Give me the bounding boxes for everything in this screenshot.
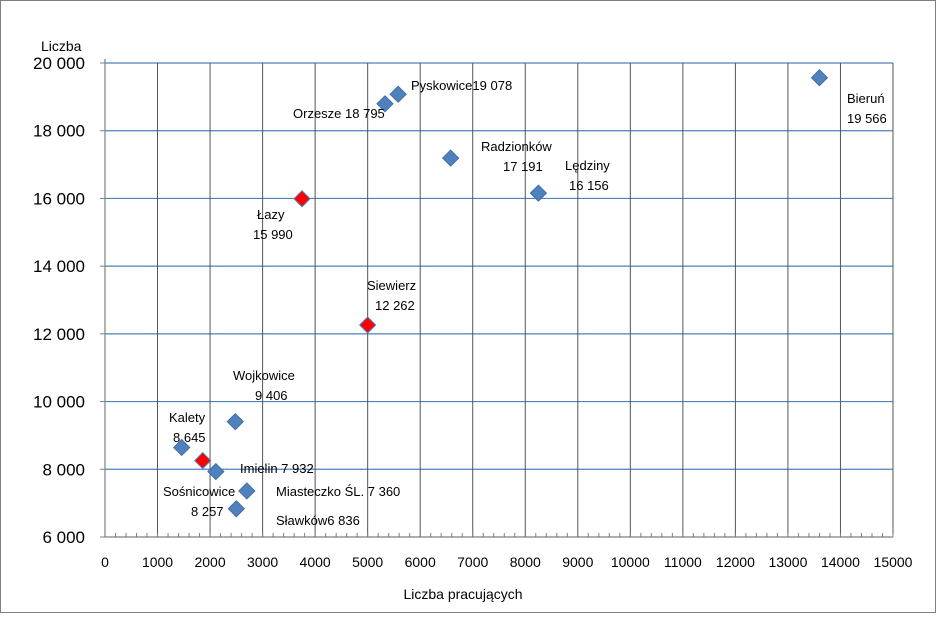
data-label: 8 645 xyxy=(173,430,206,445)
data-label: 15 990 xyxy=(253,227,293,242)
data-label: 8 257 xyxy=(191,504,224,519)
x-tick-label: 10000 xyxy=(611,554,650,570)
y-tick-label: 12 000 xyxy=(33,325,85,344)
data-label: Kalety xyxy=(169,410,206,425)
data-point-pyskowice xyxy=(389,85,407,103)
data-point-kalety xyxy=(172,438,191,457)
data-point-siewierz xyxy=(358,316,377,334)
y-tick-label: 16 000 xyxy=(33,189,85,208)
data-label: Wojkowice xyxy=(233,368,295,383)
x-tick-label: 2000 xyxy=(194,554,225,570)
data-point-lędziny xyxy=(529,184,548,202)
y-tick-label: 8 000 xyxy=(42,460,85,479)
data-label: Siewierz xyxy=(367,278,416,293)
x-tick-label: 6000 xyxy=(405,554,436,570)
data-points xyxy=(172,68,829,518)
x-tick-label: 13000 xyxy=(768,554,807,570)
data-point-miasteczko-śl- xyxy=(238,482,256,500)
y-tick-label: 18 000 xyxy=(33,122,85,141)
data-label: 16 156 xyxy=(569,178,609,193)
data-label: Lędziny xyxy=(565,158,610,173)
x-tick-label: 8000 xyxy=(510,554,541,570)
data-label: Bieruń xyxy=(847,91,885,106)
data-point-sławków xyxy=(227,499,246,518)
x-tick-label: 14000 xyxy=(821,554,860,570)
data-label: 12 262 xyxy=(375,298,415,313)
data-label: Imielin 7 932 xyxy=(240,461,314,476)
data-label: Pyskowice19 078 xyxy=(411,78,512,93)
point-labels: Bieruń 19 566 Pyskowice19 078 Orzesze 18 79… xyxy=(163,78,887,528)
data-point-radzionków xyxy=(441,149,460,167)
data-label: 17 191 xyxy=(503,159,543,174)
data-label: Miasteczko ŚL. 7 360 xyxy=(276,484,400,499)
x-tick-label: 3000 xyxy=(247,554,278,570)
data-label: Łazy xyxy=(257,207,285,222)
grid xyxy=(105,62,894,537)
x-tick-label: 4000 xyxy=(300,554,331,570)
x-tick-label: 7000 xyxy=(457,554,488,570)
y-tick-labels: 6 000 8 000 10 000 12 000 14 000 16 000 18 000… xyxy=(33,54,85,547)
x-tick-label: 9000 xyxy=(562,554,593,570)
data-point-wojkowice xyxy=(226,412,244,431)
data-point-sośnicowice xyxy=(194,451,212,470)
data-point-imielin xyxy=(207,462,225,481)
y-tick-label: 10 000 xyxy=(33,393,85,412)
axes xyxy=(100,59,894,538)
y-tick-label: 6 000 xyxy=(42,528,85,547)
data-point-orzesze xyxy=(376,95,394,113)
y-tick-label: 14 000 xyxy=(33,257,85,276)
x-axis-label: Liczba pracujących xyxy=(403,586,522,602)
data-point-bieruń xyxy=(810,68,829,87)
data-label: Radzionków xyxy=(481,139,552,154)
x-tick-label: 11000 xyxy=(664,554,702,570)
x-tick-label: 1000 xyxy=(142,554,173,570)
data-label: Sławków6 836 xyxy=(276,513,360,528)
data-label: Orzesze 18 795 xyxy=(293,106,385,121)
data-point-łazy xyxy=(293,190,311,208)
x-tick-labels: 0 1000 2000 3000 4000 5000 6000 7000 8000 9000 100… xyxy=(101,554,913,570)
data-label: 19 566 xyxy=(847,111,887,126)
x-tick-label: 0 xyxy=(101,554,109,570)
x-tick-label: 12000 xyxy=(716,554,755,570)
data-label: Sośnicowice xyxy=(163,484,235,499)
y-axis-label: Liczba xyxy=(41,38,82,54)
x-tick-label: 5000 xyxy=(352,554,383,570)
y-tick-label: 20 000 xyxy=(33,54,85,73)
x-tick-label: 15000 xyxy=(874,554,913,570)
data-label: 9 406 xyxy=(255,388,288,403)
